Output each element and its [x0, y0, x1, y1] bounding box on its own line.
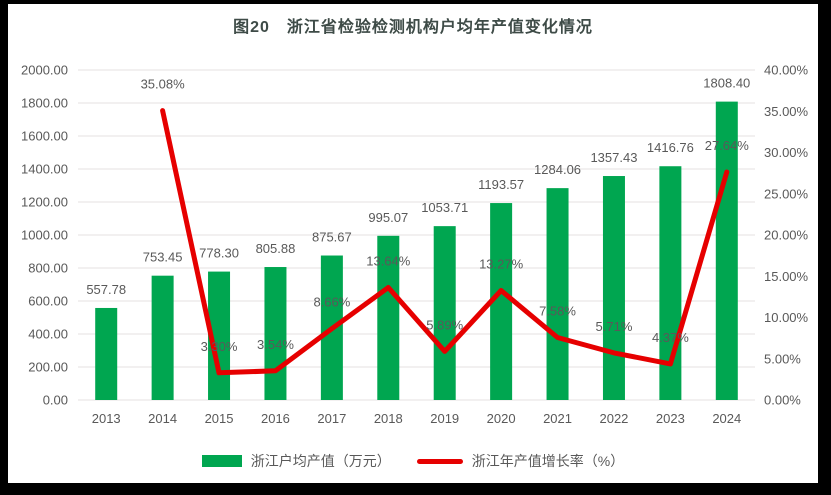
bar-data-label: 1193.57	[478, 177, 524, 192]
line-series-label: 浙江年产值增长率（%）	[471, 453, 625, 469]
right-axis-tick-label: 40.00%	[764, 63, 809, 78]
bar-data-label: 805.88	[256, 241, 296, 256]
left-axis-tick-label: 1800.00	[21, 96, 68, 111]
bar-2022	[602, 176, 625, 400]
left-axis-tick-label: 200.00	[28, 360, 68, 375]
bar-data-label: 1808.40	[703, 76, 750, 91]
legend-item-line: 浙江年产值增长率（%）	[416, 451, 625, 471]
chart-canvas: 0.00 200.00 400.00 600.00 800.00 1000.00 1200.…	[8, 4, 818, 483]
x-axis-label: 2019	[430, 411, 459, 426]
line-data-label: 3.54%	[257, 337, 294, 352]
legend-item-bar: 浙江户均产值（万元）	[201, 451, 391, 471]
bar-series-label: 浙江户均产值（万元）	[250, 453, 391, 469]
bar-2018	[377, 235, 400, 400]
line-series-swatch-icon	[416, 458, 463, 464]
bar-2019	[433, 226, 456, 400]
x-axis-label: 2014	[148, 411, 177, 426]
x-axis-label: 2022	[599, 411, 628, 426]
right-axis-tick-label: 35.00%	[764, 104, 809, 119]
right-axis-tick-label: 10.00%	[764, 310, 809, 325]
chart-title: 图20 浙江省检验检测机构户均年产值变化情况	[233, 19, 593, 36]
left-axis-tick-label: 1600.00	[21, 129, 68, 144]
left-axis-tick-label: 0.00	[43, 393, 68, 408]
right-axis-tick-label: 30.00%	[764, 145, 809, 160]
bar-2024	[715, 101, 738, 400]
line-data-label: 5.71%	[596, 319, 633, 334]
left-axis-tick-label: 800.00	[28, 261, 68, 276]
x-axis-label: 2013	[92, 411, 121, 426]
left-axis-tick-label: 1400.00	[21, 162, 68, 177]
bar-data-label: 778.30	[199, 246, 239, 261]
x-axis-label: 2024	[712, 411, 741, 426]
left-axis-tick-label: 1200.00	[21, 195, 68, 210]
bar-data-label: 557.78	[86, 282, 126, 297]
x-axis-label: 2020	[487, 411, 516, 426]
line-data-label: 35.08%	[141, 77, 186, 92]
bar-data-label: 1053.71	[421, 200, 468, 215]
line-data-label: 3.30%	[201, 339, 238, 354]
right-axis-tick-label: 20.00%	[764, 228, 809, 243]
right-axis-tick-label: 15.00%	[764, 269, 809, 284]
bar-2015	[208, 271, 231, 400]
x-axis-label: 2015	[205, 411, 234, 426]
left-axis-tick-label: 400.00	[28, 327, 68, 342]
bar-2016	[264, 267, 287, 400]
bar-2021	[546, 188, 569, 400]
left-axis-tick-label: 600.00	[28, 294, 68, 309]
bar-series-swatch-icon	[201, 455, 242, 467]
x-axis-label: 2023	[656, 411, 685, 426]
right-axis-tick-label: 25.00%	[764, 186, 809, 201]
bar-data-label: 875.67	[312, 230, 352, 245]
x-axis-label: 2016	[261, 411, 290, 426]
combo-chart: 0.00 200.00 400.00 600.00 800.00 1000.00 1200.…	[21, 63, 809, 427]
line-data-label: 13.27%	[479, 257, 524, 272]
x-axis-label: 2018	[374, 411, 403, 426]
right-axis-tick-label: 0.00%	[764, 393, 801, 408]
line-data-label: 27.64%	[705, 138, 750, 153]
line-data-label: 4.37%	[652, 330, 689, 345]
growth-rate-line	[160, 108, 730, 376]
x-axis-label: 2021	[543, 411, 572, 426]
bar-2014	[151, 275, 174, 400]
chart-legend: 浙江户均产值（万元） 浙江年产值增长率（%）	[8, 451, 818, 471]
bar-2013	[95, 307, 118, 400]
left-axis-tick-label: 1000.00	[21, 228, 68, 243]
left-axis-tick-label: 2000.00	[21, 63, 68, 78]
line-data-label: 8.66%	[313, 295, 350, 310]
line-data-label: 7.58%	[539, 303, 576, 318]
bar-data-label: 1357.43	[590, 150, 637, 165]
right-axis-tick-label: 5.00%	[764, 351, 801, 366]
bar-data-label: 995.07	[368, 210, 408, 225]
bar-2020	[490, 203, 513, 400]
bar-data-label: 1284.06	[534, 162, 581, 177]
bar-data-label: 753.45	[143, 250, 183, 265]
x-axis-label: 2017	[317, 411, 346, 426]
bar-data-label: 1416.76	[647, 140, 694, 155]
line-data-label: 13.64%	[366, 253, 411, 268]
line-data-label: 5.89%	[426, 317, 463, 332]
